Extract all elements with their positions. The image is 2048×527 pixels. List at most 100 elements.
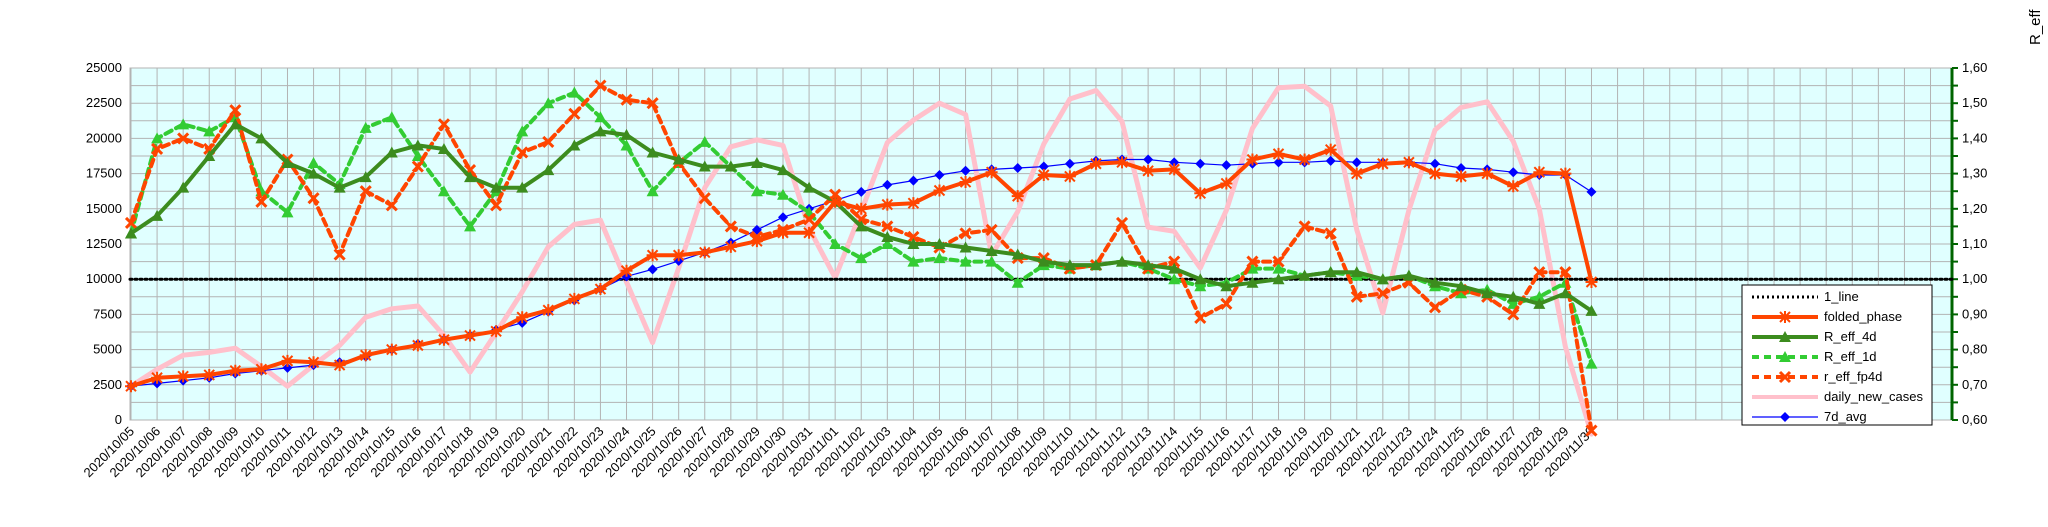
y-tick-label: 10000	[86, 271, 122, 286]
data-point	[151, 371, 164, 384]
data-point	[777, 226, 789, 239]
y2-tick-label: 1,60	[1962, 60, 1987, 75]
data-point	[698, 135, 711, 147]
data-point	[385, 199, 398, 212]
data-point	[803, 213, 816, 226]
data-point	[333, 359, 346, 372]
data-point	[985, 166, 998, 179]
data-point	[333, 181, 346, 193]
data-point	[1429, 276, 1441, 288]
data-point	[1779, 311, 1791, 323]
data-point	[908, 175, 919, 186]
data-point	[307, 356, 320, 369]
data-point	[255, 363, 268, 376]
data-point	[333, 248, 346, 261]
grid	[130, 67, 1952, 421]
data-point	[359, 121, 372, 133]
data-point	[359, 185, 372, 198]
legend-entry: 1_line	[1752, 289, 1859, 304]
data-point	[1221, 160, 1232, 171]
data-point	[255, 195, 268, 208]
y2-tick-label: 0,70	[1962, 377, 1987, 392]
y2-axis-label: R_eff	[2027, 9, 2044, 45]
y2-tick-label: 1,10	[1962, 236, 1987, 251]
data-point	[1533, 297, 1546, 309]
data-point	[1350, 167, 1363, 180]
data-point	[1063, 170, 1076, 183]
data-point	[516, 311, 529, 324]
data-point	[125, 380, 137, 393]
data-point	[620, 264, 633, 277]
y2-tick-label: 1,00	[1962, 271, 1987, 286]
data-point	[1456, 162, 1467, 173]
data-point	[1011, 248, 1024, 260]
data-point	[1012, 162, 1023, 173]
data-point	[985, 255, 998, 267]
data-point	[1220, 177, 1233, 190]
data-point	[620, 139, 633, 151]
data-point	[1324, 227, 1337, 240]
data-point	[1246, 255, 1259, 268]
data-point	[385, 146, 398, 158]
data-point	[1325, 155, 1336, 166]
legend-entry: r_eff_fp4d	[1752, 369, 1882, 384]
data-point	[882, 179, 893, 190]
data-point	[724, 160, 737, 172]
data-point	[359, 349, 372, 362]
data-point	[229, 364, 242, 377]
data-point	[1272, 273, 1285, 285]
data-point	[1116, 255, 1129, 267]
y-tick-label: 2500	[93, 377, 122, 392]
data-point	[1064, 158, 1075, 169]
data-point	[281, 157, 294, 169]
y2-tick-label: 1,20	[1962, 201, 1987, 216]
y2-tick-label: 0,90	[1962, 306, 1987, 321]
legend-entry: folded_phase	[1752, 309, 1902, 324]
data-point	[1585, 304, 1598, 316]
data-point	[437, 142, 450, 154]
data-point	[1246, 262, 1259, 274]
data-point	[803, 226, 816, 239]
data-point	[411, 339, 424, 352]
legend: 1_line folded_phase R_eff_4d R_eff_1d r_eff_…	[1741, 284, 1933, 426]
data-point	[229, 118, 242, 130]
data-point	[959, 255, 972, 267]
data-point	[594, 79, 607, 92]
data-point	[1402, 156, 1415, 169]
data-point	[856, 186, 867, 197]
data-point	[203, 125, 216, 137]
series-folded_phase	[125, 143, 1598, 393]
data-point	[672, 153, 685, 165]
data-point	[933, 184, 946, 197]
data-point	[933, 252, 946, 264]
data-point	[1533, 166, 1546, 179]
data-point	[750, 185, 763, 197]
data-point	[1324, 266, 1337, 278]
data-point	[307, 192, 320, 205]
data-point	[646, 97, 659, 110]
y2-tick-label: 1,40	[1962, 130, 1987, 145]
data-point	[177, 118, 190, 130]
data-point	[907, 238, 920, 249]
legend-label: 1_line	[1824, 289, 1859, 304]
data-point	[1324, 143, 1337, 156]
legend-label: R_eff_4d	[1824, 329, 1877, 344]
data-point	[437, 185, 450, 197]
data-point	[1298, 220, 1311, 233]
data-point	[1455, 170, 1468, 183]
data-point	[1298, 153, 1311, 166]
y2-tick-label: 1,30	[1962, 166, 1987, 181]
data-point	[177, 370, 190, 383]
data-point	[151, 132, 164, 144]
data-point	[594, 125, 607, 137]
data-point	[1585, 357, 1598, 369]
data-point	[959, 227, 972, 240]
data-point	[1272, 262, 1285, 274]
data-point	[959, 176, 972, 189]
data-point	[647, 264, 658, 275]
data-point	[960, 165, 971, 176]
data-point	[1194, 280, 1207, 292]
data-point	[1455, 287, 1468, 299]
data-point	[542, 164, 555, 176]
data-point	[411, 139, 424, 151]
